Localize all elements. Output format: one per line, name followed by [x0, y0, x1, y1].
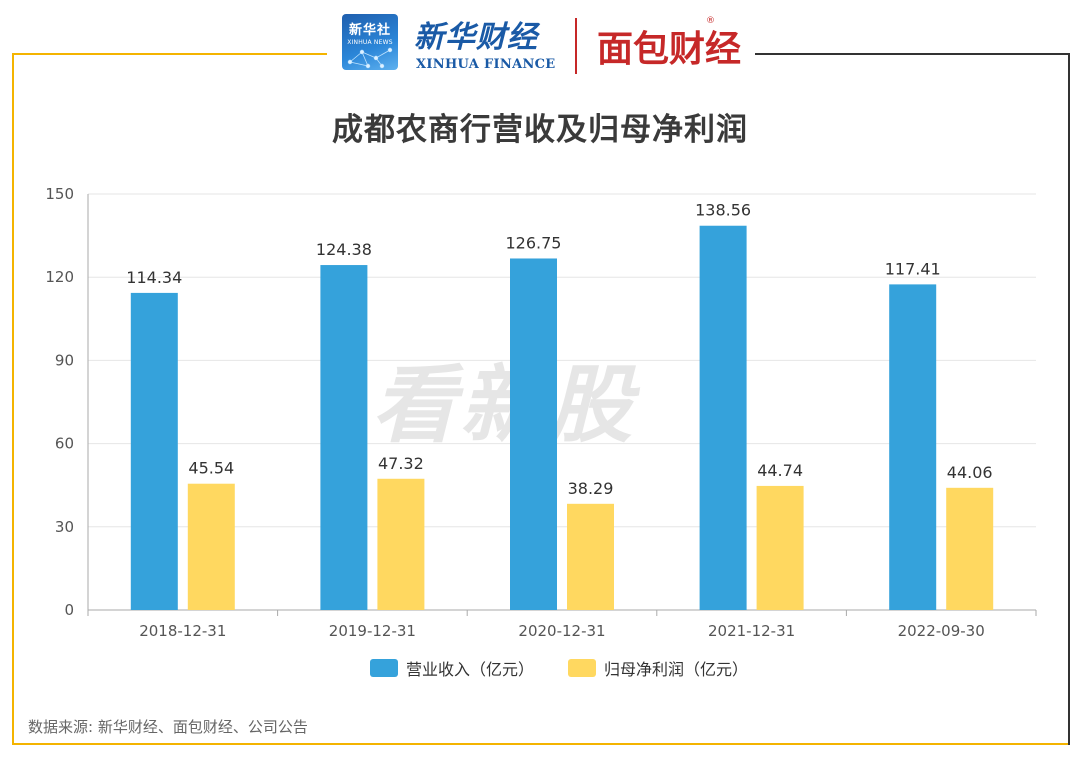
legend-swatch-net-profit [568, 659, 596, 677]
bar-net-profit [756, 485, 804, 610]
mianbao-finance-logo: 面包财经 [597, 29, 742, 70]
registered-mark: ® [706, 16, 715, 26]
y-tick-label: 30 [55, 518, 74, 536]
bar-revenue [510, 258, 557, 610]
frame-bottom-border [12, 743, 1070, 745]
bar-revenue [320, 265, 368, 610]
legend-item-revenue[interactable]: 营业收入（亿元） [370, 656, 534, 680]
xinhua-finance-logo-cn: 新华财经 [414, 20, 538, 55]
xinhua-news-logo: 新华社 XINHUA NEWS [342, 14, 398, 70]
x-tick-label: 2021-12-31 [708, 622, 795, 640]
data-label-net-profit: 38.29 [568, 479, 614, 498]
y-tick-label: 120 [45, 268, 74, 286]
frame-right-border [1068, 53, 1070, 745]
data-label-net-profit: 45.54 [188, 459, 234, 478]
data-label-revenue: 124.38 [316, 240, 372, 259]
watermark: 看新股 [372, 356, 637, 454]
bar-net-profit [946, 487, 994, 610]
bars-layer [130, 225, 994, 610]
xinhua-news-logo-cn: 新华社 [348, 23, 391, 38]
bar-net-profit [567, 503, 614, 610]
grid-layer [87, 193, 1037, 616]
y-tick-label: 0 [64, 601, 74, 619]
xinhua-news-logo-en: XINHUA NEWS [347, 39, 393, 46]
bar-net-profit [187, 483, 235, 610]
data-label-revenue: 114.34 [126, 268, 182, 287]
frame-top-left-border [12, 53, 327, 55]
bar-net-profit [377, 478, 425, 610]
data-label-net-profit: 44.06 [947, 463, 993, 482]
x-tick-label: 2019-12-31 [329, 622, 416, 640]
bar-revenue [889, 284, 937, 610]
xinhua-finance-logo-en: XINHUA FINANCE [416, 57, 556, 72]
x-tick-label: 2018-12-31 [139, 622, 226, 640]
bar-revenue [699, 225, 747, 610]
legend-swatch-revenue [370, 659, 398, 677]
legend-label-revenue: 营业收入（亿元） [406, 660, 535, 679]
chart-title: 成都农商行营收及归母净利润 [332, 112, 748, 148]
bar-revenue [130, 292, 178, 610]
y-tick-label: 60 [55, 435, 74, 453]
legend-item-net-profit[interactable]: 归母净利润（亿元） [568, 656, 748, 680]
data-label-revenue: 138.56 [695, 201, 751, 220]
data-label-net-profit: 44.74 [757, 461, 803, 480]
labels-layer: 0 30 60 90 120 150 2018-12-31 114.34 45.54 2019-1… [45, 185, 992, 640]
data-label-net-profit: 47.32 [378, 454, 424, 473]
frame-top-right-border [755, 53, 1070, 55]
data-source-note: 数据来源: 新华财经、面包财经、公司公告 [28, 718, 308, 736]
legend-label-net-profit: 归母净利润（亿元） [604, 660, 749, 679]
y-tick-label: 150 [45, 185, 74, 203]
x-tick-label: 2022-09-30 [898, 622, 985, 640]
frame-left-border [12, 53, 14, 745]
legend: 营业收入（亿元） 归母净利润（亿元） [0, 656, 1080, 680]
data-label-revenue: 117.41 [885, 259, 941, 278]
y-tick-label: 90 [55, 351, 74, 369]
logo-divider [575, 18, 577, 74]
network-icon [347, 47, 393, 69]
x-tick-label: 2020-12-31 [518, 622, 605, 640]
data-label-revenue: 126.75 [506, 233, 562, 252]
